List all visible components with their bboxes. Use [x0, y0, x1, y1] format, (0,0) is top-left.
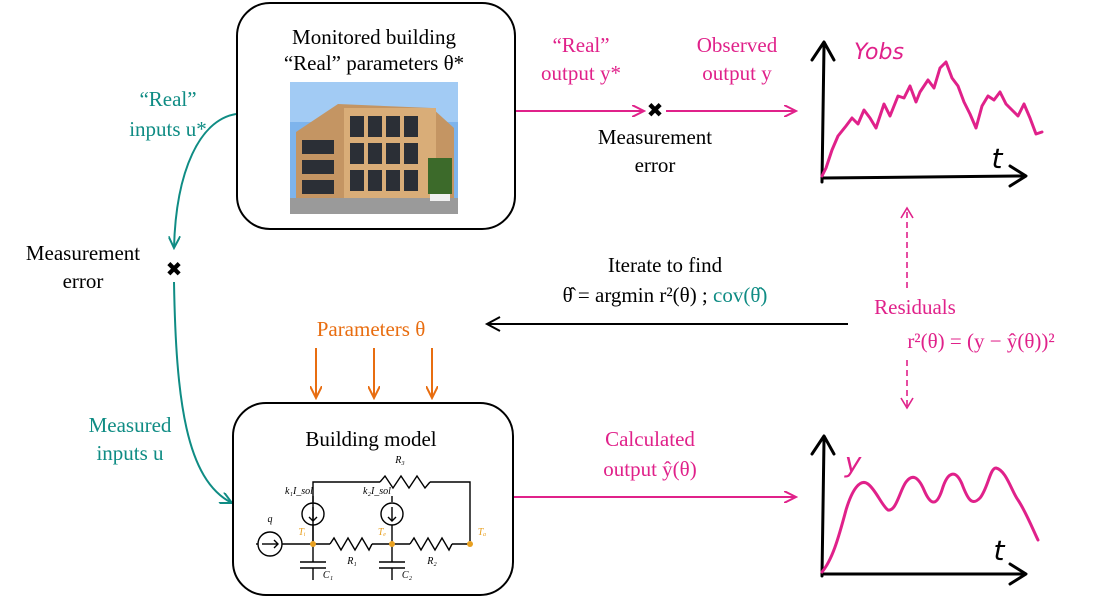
observed-series-line — [820, 60, 1044, 178]
k2-label: k₂I_sol — [363, 486, 391, 497]
measurement-error-left-line1: Measurement — [25, 241, 141, 265]
r2-label: R₂ — [427, 556, 437, 567]
observed-output-line1: Observed — [696, 33, 778, 57]
measurement-error-left-line2: error — [62, 269, 104, 293]
measurement-error-top-line1: Measurement — [597, 125, 713, 149]
residual-formula: r²(θ) = (y − ŷ(θ))² — [907, 329, 1055, 353]
calculated-series-line — [820, 466, 1040, 574]
measured-inputs-line2: inputs u — [96, 441, 164, 465]
k1-label: k₁I_sol — [285, 486, 313, 497]
iterate-label: Iterate to find — [607, 253, 723, 277]
building-model-title: Building model — [305, 427, 437, 451]
real-inputs-line2: inputs u* — [129, 117, 207, 141]
parameters-label: Parameters θ — [316, 317, 426, 341]
plot-bottom-ylabel: y — [844, 446, 862, 479]
observed-output-line2: output y — [702, 61, 772, 85]
r1-label: R₁ — [347, 556, 357, 567]
residual-arrowhead-down — [900, 397, 914, 410]
measurement-error-top-line2: error — [634, 153, 676, 177]
te-label: Tₑ — [377, 527, 387, 538]
plot-top-xlabel: t — [991, 142, 1003, 175]
q-label: q — [267, 514, 273, 525]
argmin-formula: θ̂ = argmin r²(θ) ; cov(θ̂) — [500, 282, 830, 308]
real-output-line2: output y* — [541, 61, 621, 85]
real-inputs-line1: “Real” — [139, 87, 197, 111]
ti-label: Tᵢ — [298, 527, 306, 538]
c2-label: C₂ — [401, 570, 413, 581]
residual-arrowhead-up — [900, 206, 914, 219]
covariance-expression: cov(θ̂) — [713, 283, 768, 307]
plot-top-ylabel: Yobs — [854, 40, 904, 65]
plot-bottom-xlabel: t — [993, 534, 1005, 567]
calculated-plot — [810, 434, 1040, 586]
monitored-building-title: Monitored building — [292, 25, 456, 49]
measurement-error-cross-left-icon: ✖ — [166, 257, 183, 281]
measured-inputs-curve — [173, 281, 232, 503]
real-parameters-label: “Real” parameters θ* — [283, 51, 465, 75]
residuals-label: Residuals — [874, 295, 956, 319]
measurement-error-cross-icon: ✖ — [647, 98, 664, 122]
ta-label: Tₐ — [477, 527, 487, 538]
calculated-output-line1: Calculated — [605, 427, 695, 451]
calculated-output-line2: output ŷ(θ) — [603, 457, 697, 481]
c1-label: C₁ — [322, 570, 334, 581]
argmin-expression: θ̂ = argmin r²(θ) ; — [562, 283, 708, 307]
observed-plot — [810, 40, 1044, 188]
measured-inputs-line1: Measured — [88, 413, 172, 437]
r3-label: R₃ — [395, 455, 405, 466]
iterate-arrow-head — [484, 316, 501, 332]
real-inputs-curve — [174, 113, 237, 248]
real-output-line1: “Real” — [552, 33, 610, 57]
